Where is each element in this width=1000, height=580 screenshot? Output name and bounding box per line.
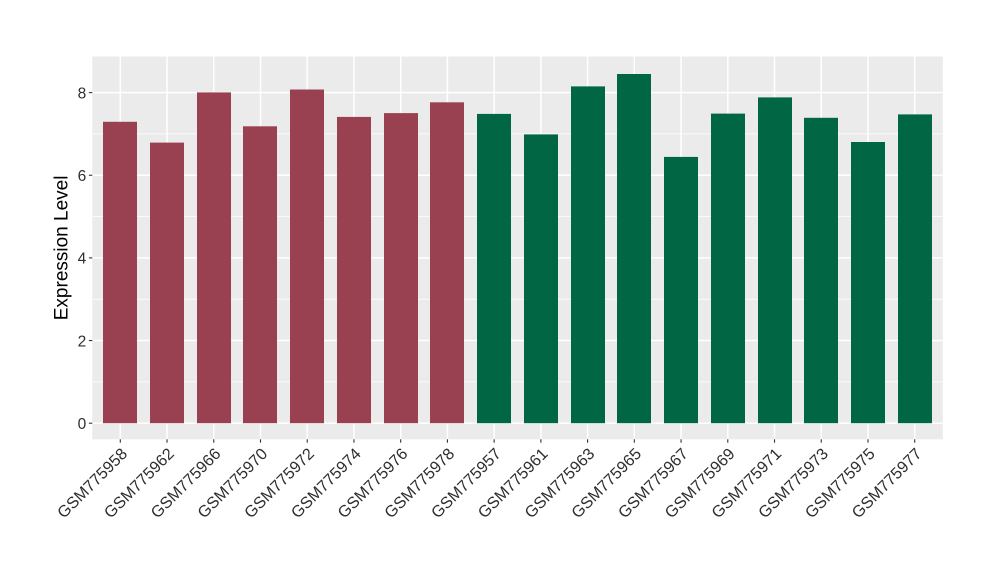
svg-text:Expression Level: Expression Level (52, 176, 73, 321)
svg-text:6: 6 (78, 168, 87, 185)
svg-text:0: 0 (78, 416, 87, 433)
svg-text:8: 8 (78, 85, 87, 102)
svg-text:2: 2 (78, 333, 87, 350)
svg-text:4: 4 (78, 251, 87, 268)
